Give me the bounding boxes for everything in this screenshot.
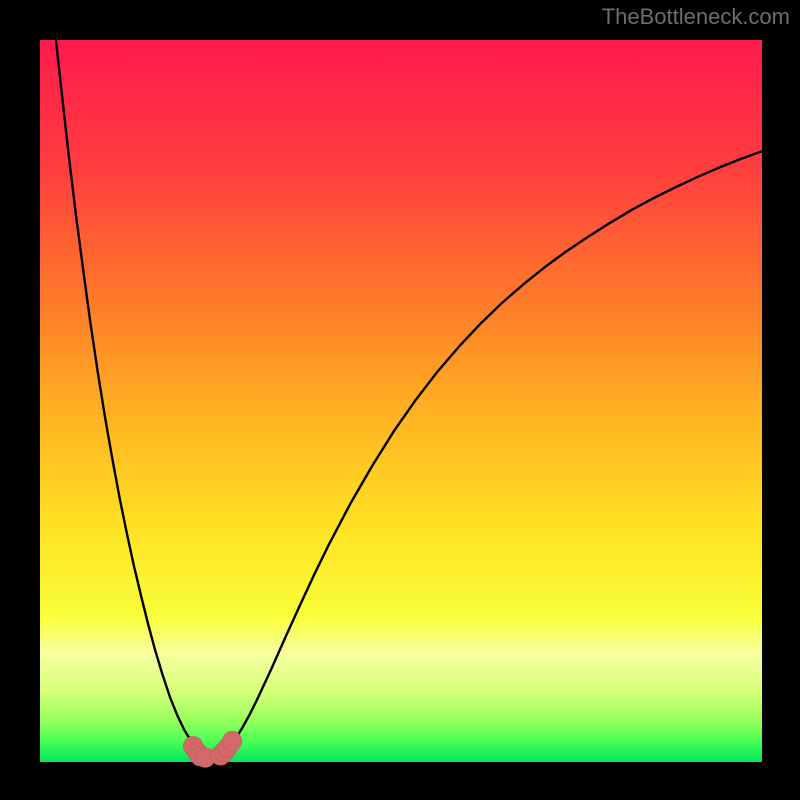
plot-area [40, 40, 762, 762]
bottleneck-chart [0, 0, 800, 800]
curve-marker [222, 731, 242, 751]
watermark-label: TheBottleneck.com [602, 4, 790, 30]
stage: TheBottleneck.com [0, 0, 800, 800]
